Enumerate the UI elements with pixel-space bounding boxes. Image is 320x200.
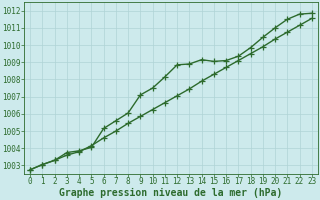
X-axis label: Graphe pression niveau de la mer (hPa): Graphe pression niveau de la mer (hPa) bbox=[60, 188, 283, 198]
